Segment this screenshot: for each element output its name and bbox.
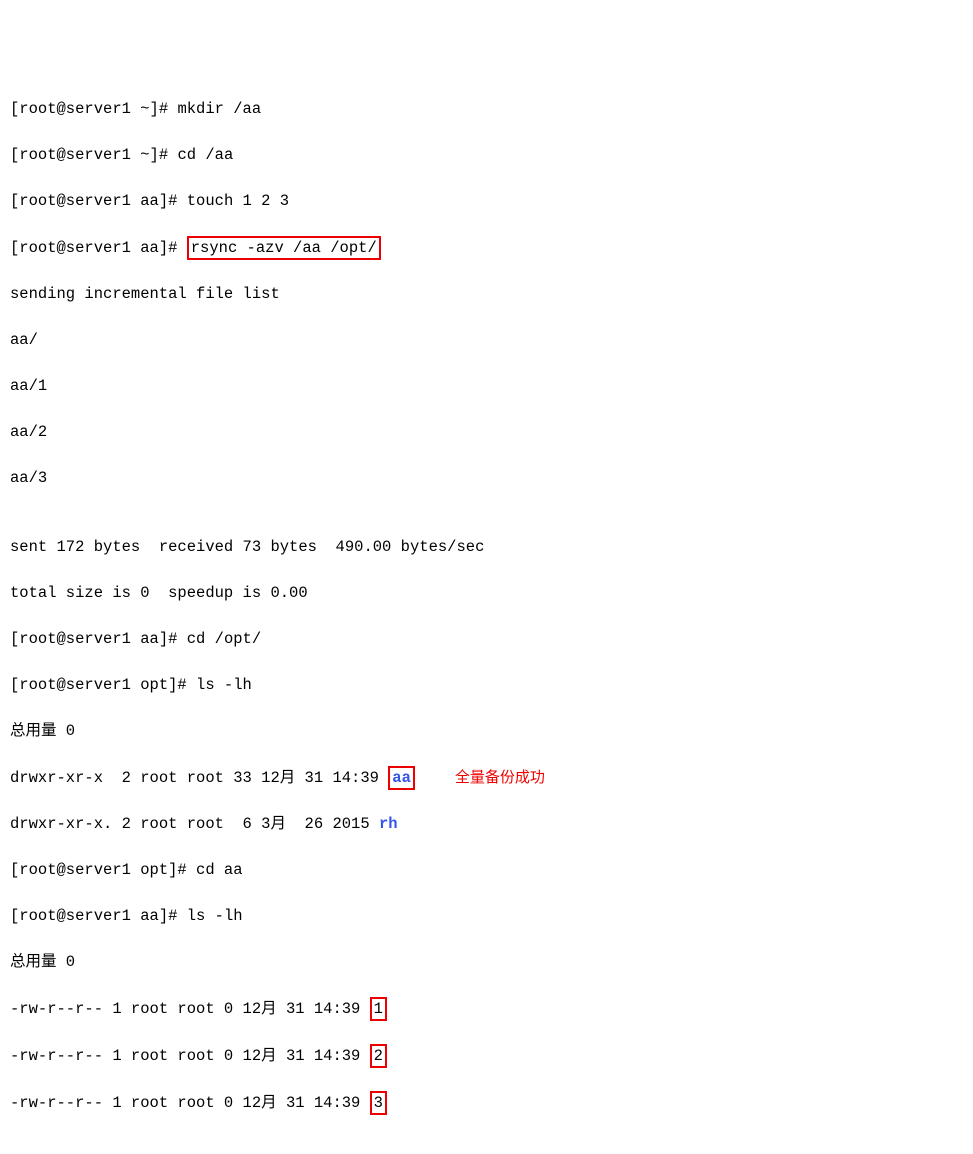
ls-file-meta: -rw-r--r-- 1 root root 0 12月 31 14:39 — [10, 1094, 370, 1112]
rsync-output: aa/1 — [10, 375, 963, 398]
rsync-output: aa/3 — [10, 467, 963, 490]
prompt-opt: [root@server1 opt]# — [10, 676, 196, 694]
highlight-dir-aa: aa — [388, 766, 415, 790]
cmd-line-ls-opt: [root@server1 opt]# ls -lh — [10, 674, 963, 697]
cmd-text: cd /aa — [177, 146, 233, 164]
dir-name-rh: rh — [379, 815, 398, 833]
prompt-aa: [root@server1 aa]# — [10, 239, 187, 257]
cmd-text: ls -lh — [196, 676, 252, 694]
annotation-full-backup: 全量备份成功 — [455, 769, 545, 786]
cmd-line-cd-aa: [root@server1 ~]# cd /aa — [10, 144, 963, 167]
prompt-home: [root@server1 ~]# — [10, 146, 177, 164]
prompt-aa: [root@server1 aa]# — [10, 907, 187, 925]
ls-file-meta: -rw-r--r-- 1 root root 0 12月 31 14:39 — [10, 1047, 370, 1065]
cmd-text: cd aa — [196, 861, 243, 879]
cmd-line-cd-aa2: [root@server1 opt]# cd aa — [10, 859, 963, 882]
cmd-text: ls -lh — [187, 907, 243, 925]
cmd-text: touch 1 2 3 — [187, 192, 289, 210]
highlight-rsync-cmd: rsync -azv /aa /opt/ — [187, 236, 381, 260]
ls-file-3: -rw-r--r-- 1 root root 0 12月 31 14:39 3 — [10, 1091, 963, 1115]
rsync-output: aa/ — [10, 329, 963, 352]
ls-row-rh-meta: drwxr-xr-x. 2 root root 6 3月 26 2015 — [10, 815, 379, 833]
ls-file-meta: -rw-r--r-- 1 root root 0 12月 31 14:39 — [10, 1000, 370, 1018]
ls-row-aa: drwxr-xr-x 2 root root 33 12月 31 14:39 a… — [10, 766, 963, 790]
prompt-opt: [root@server1 opt]# — [10, 861, 196, 879]
highlight-file-2: 2 — [370, 1044, 387, 1068]
dir-name-aa: aa — [392, 769, 411, 787]
cmd-text: mkdir /aa — [177, 100, 261, 118]
rsync-total: total size is 0 speedup is 0.00 — [10, 582, 963, 605]
rsync-output: aa/2 — [10, 421, 963, 444]
cmd-line-mkdir: [root@server1 ~]# mkdir /aa — [10, 98, 963, 121]
cmd-line-ls-aa: [root@server1 aa]# ls -lh — [10, 905, 963, 928]
cmd-text: cd /opt/ — [187, 630, 261, 648]
cmd-line-touch: [root@server1 aa]# touch 1 2 3 — [10, 190, 963, 213]
ls-total: 总用量 0 — [10, 951, 963, 974]
ls-row-rh: drwxr-xr-x. 2 root root 6 3月 26 2015 rh — [10, 813, 963, 836]
prompt-aa: [root@server1 aa]# — [10, 192, 187, 210]
rsync-output: sending incremental file list — [10, 283, 963, 306]
prompt-aa: [root@server1 aa]# — [10, 630, 187, 648]
ls-row-aa-meta: drwxr-xr-x 2 root root 33 12月 31 14:39 — [10, 769, 388, 787]
cmd-line-rsync: [root@server1 aa]# rsync -azv /aa /opt/ — [10, 236, 963, 260]
highlight-file-3: 3 — [370, 1091, 387, 1115]
cmd-line-cd-opt: [root@server1 aa]# cd /opt/ — [10, 628, 963, 651]
highlight-file-1: 1 — [370, 997, 387, 1021]
ls-total: 总用量 0 — [10, 720, 963, 743]
ls-file-1: -rw-r--r-- 1 root root 0 12月 31 14:39 1 — [10, 997, 963, 1021]
rsync-sent: sent 172 bytes received 73 bytes 490.00 … — [10, 536, 963, 559]
prompt-home: [root@server1 ~]# — [10, 100, 177, 118]
ls-file-2: -rw-r--r-- 1 root root 0 12月 31 14:39 2 — [10, 1044, 963, 1068]
